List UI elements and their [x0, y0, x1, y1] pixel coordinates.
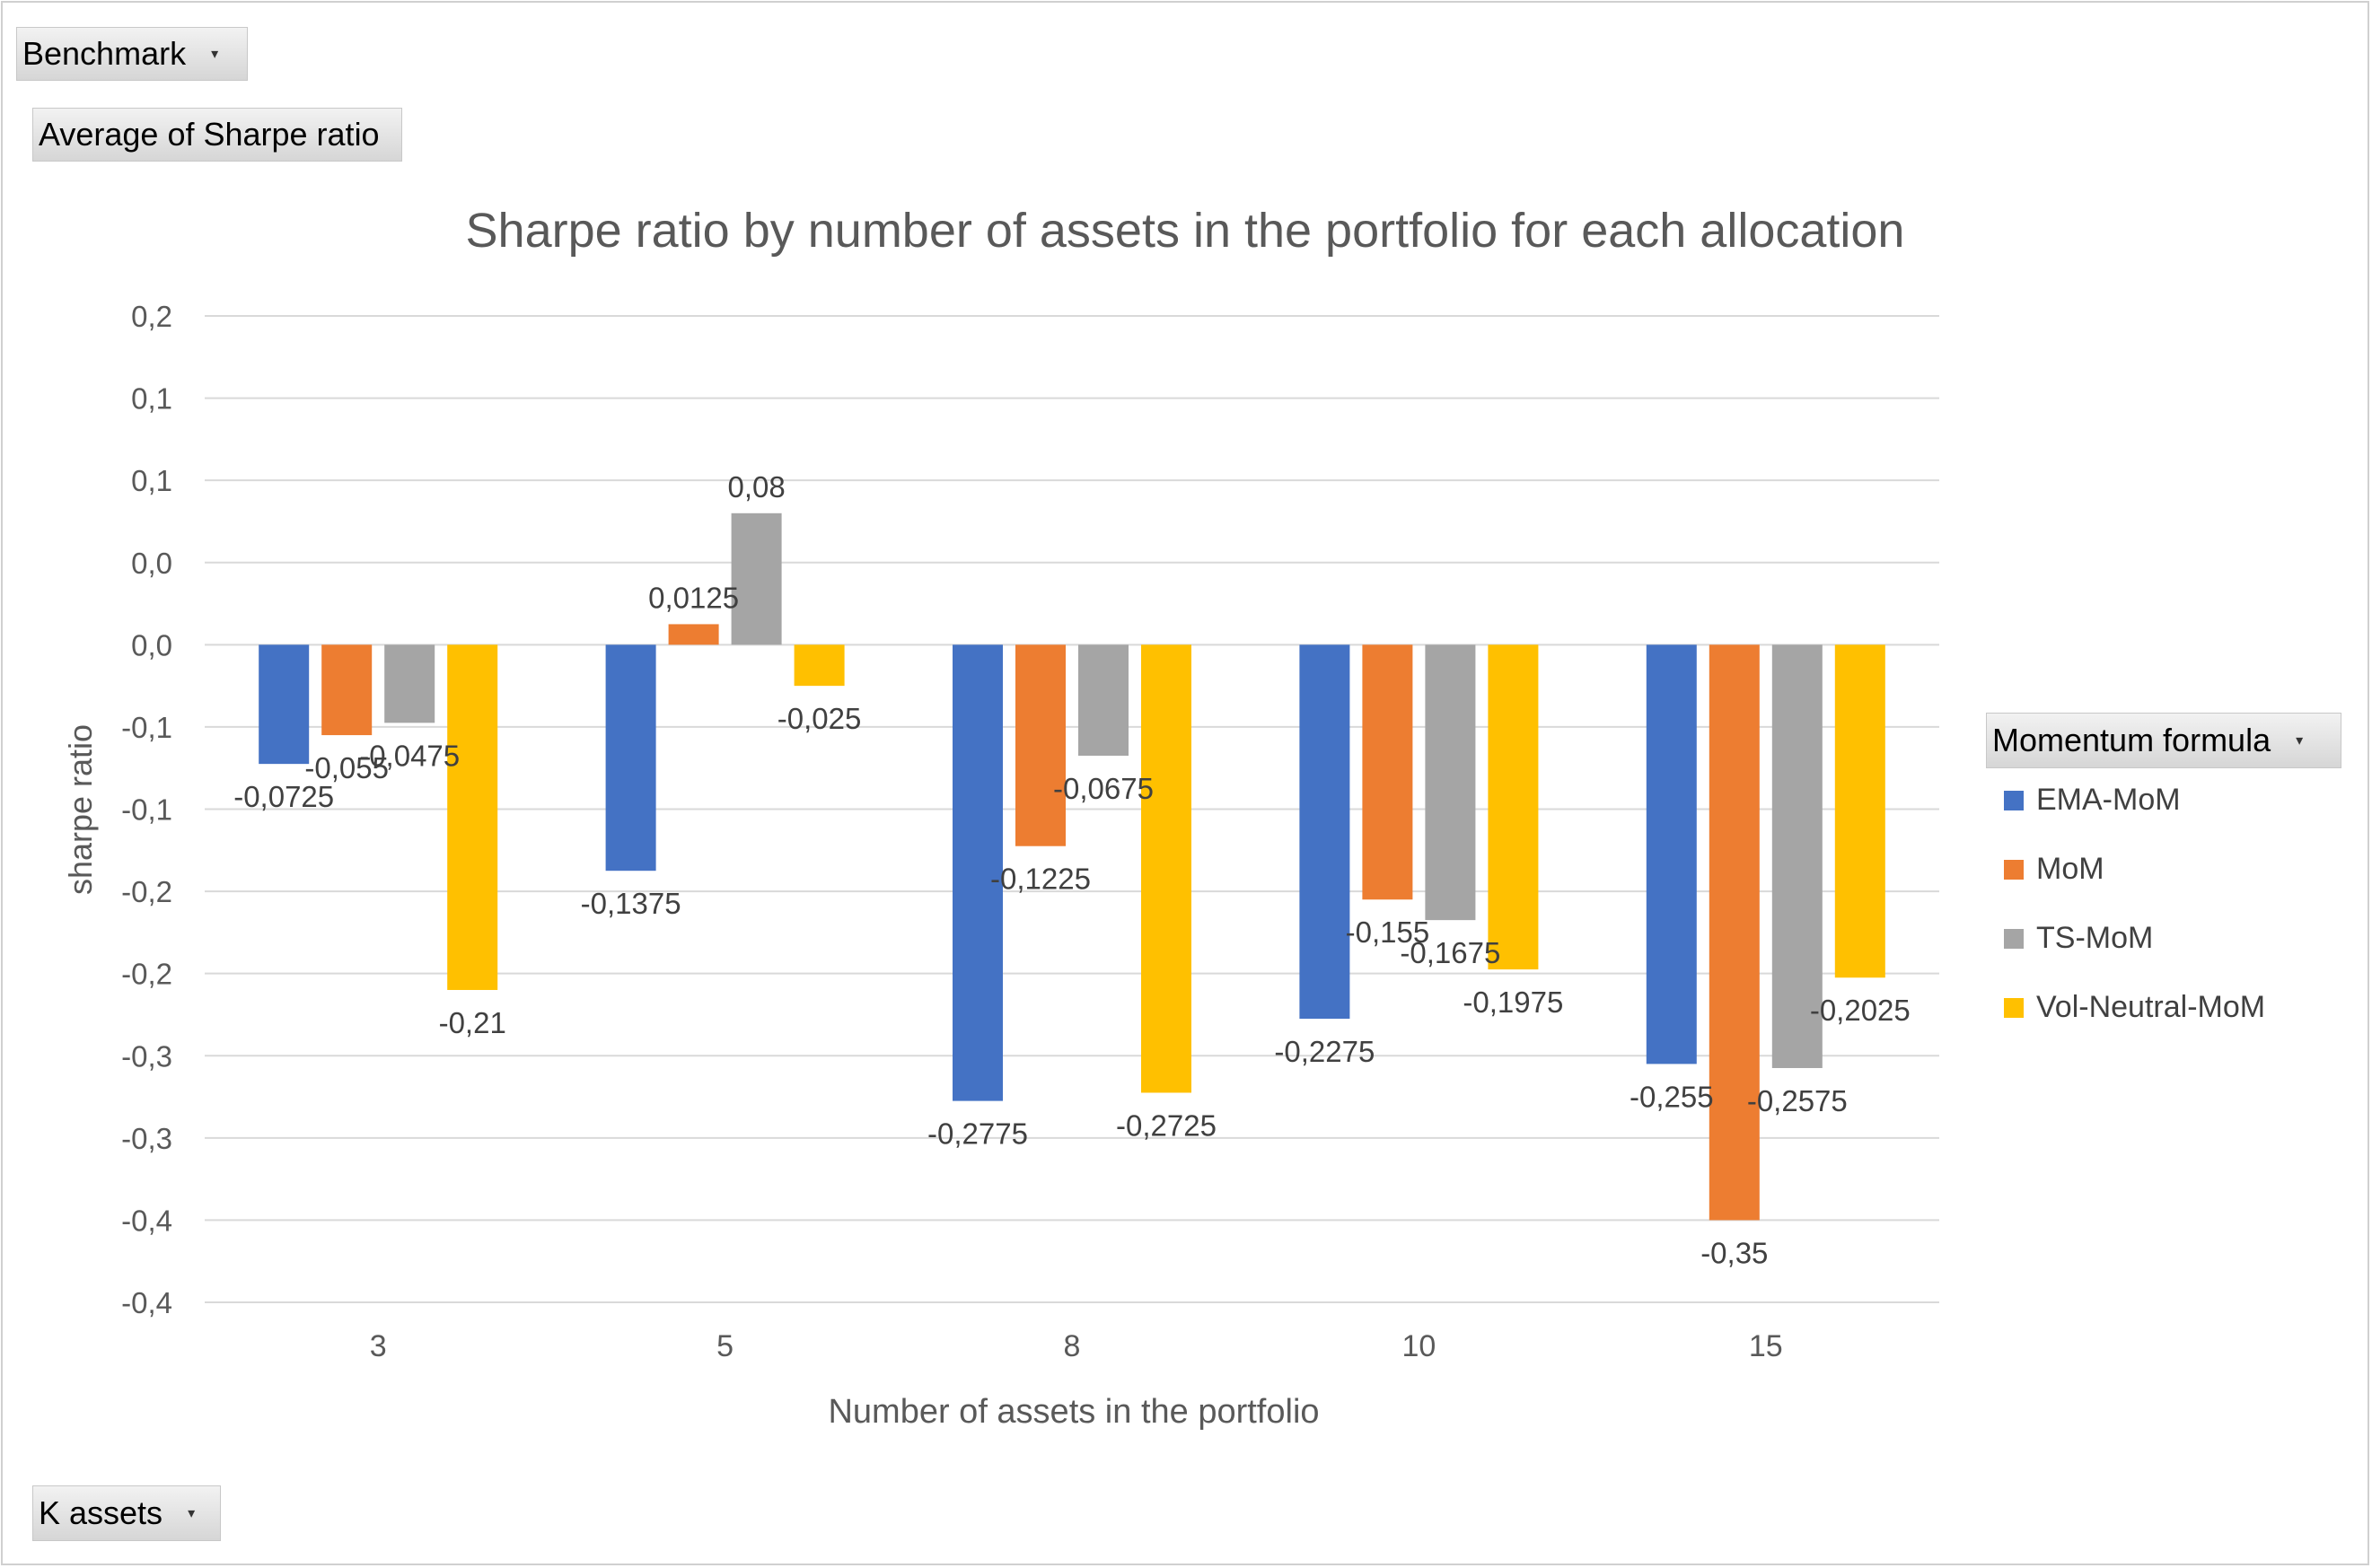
data-label: 0,0125 [648, 581, 739, 614]
legend-swatch [2004, 859, 2024, 880]
legend-field-label: Momentum formula [1992, 722, 2271, 758]
x-tick-label: 15 [1749, 1329, 1783, 1363]
legend-label: MoM [2036, 852, 2104, 886]
y-tick-label: 0,0 [131, 628, 172, 661]
y-tick-label: -0,2 [121, 875, 172, 908]
bars [259, 512, 1885, 1221]
values-field-label: Average of Sharpe ratio [39, 116, 380, 153]
data-label: -0,0725 [233, 780, 334, 813]
legend-item[interactable]: Vol-Neutral-MoM [2004, 990, 2265, 1025]
bar-mom[interactable] [668, 624, 719, 645]
bar-vol-neutral-mom[interactable] [794, 644, 845, 687]
data-label: 0,08 [727, 470, 785, 504]
data-label: -0,1675 [1400, 936, 1500, 969]
x-axis-title: Number of assets in the portfolio [828, 1393, 1319, 1431]
chevron-down-icon: ▾ [188, 1506, 196, 1521]
benchmark-filter-button[interactable]: Benchmark ▾ [16, 27, 248, 81]
bar-mom[interactable] [321, 644, 373, 736]
axis-field-label: K assets [39, 1494, 163, 1531]
legend-swatch [2004, 997, 2024, 1018]
y-tick-label: -0,2 [121, 958, 172, 991]
data-label: -0,21 [439, 1006, 506, 1039]
bar-ts-mom[interactable] [1771, 644, 1823, 1068]
legend-item[interactable]: TS-MoM [2004, 921, 2153, 956]
data-label: -0,255 [1630, 1080, 1714, 1113]
bar-mom[interactable] [1015, 644, 1066, 846]
x-tick-label: 8 [1064, 1329, 1081, 1363]
bar-vol-neutral-mom[interactable] [447, 644, 498, 990]
chart-title: Sharpe ratio by number of assets in the … [466, 204, 1905, 258]
bar-mom[interactable] [1362, 644, 1413, 900]
y-tick-label: 0,1 [131, 382, 172, 416]
bar-ema-mom[interactable] [1299, 644, 1350, 1020]
axis-field-button[interactable]: K assets ▾ [32, 1485, 221, 1541]
data-label: -0,2725 [1116, 1108, 1217, 1142]
bar-ts-mom[interactable] [731, 512, 782, 645]
legend-label: EMA-MoM [2036, 783, 2181, 817]
data-label: -0,2275 [1274, 1035, 1375, 1068]
y-axis-title: sharpe ratio [62, 724, 99, 895]
data-label: -0,2025 [1810, 994, 1911, 1027]
bar-ts-mom[interactable] [384, 644, 435, 723]
x-tick-label: 5 [716, 1329, 734, 1363]
chevron-down-icon: ▾ [211, 47, 219, 62]
bar-ts-mom[interactable] [1425, 644, 1476, 921]
data-labels: -0,0725-0,055-0,0475 -0,21 -0,1375 0,0125 0,… [233, 470, 1911, 1270]
legend-label: Vol-Neutral-MoM [2036, 990, 2266, 1024]
bar-vol-neutral-mom[interactable] [1834, 644, 1885, 978]
y-tick-label: -0,3 [121, 1122, 172, 1155]
legend-item[interactable]: EMA-MoM [2004, 783, 2181, 818]
x-axis-ticks: 3 5 8 10 15 [370, 1329, 1783, 1363]
legend-item[interactable]: MoM [2004, 852, 2104, 887]
x-tick-label: 10 [1401, 1329, 1436, 1363]
y-tick-label: -0,4 [121, 1204, 172, 1237]
y-tick-label: 0,2 [131, 300, 172, 333]
bar-ema-mom[interactable] [259, 644, 310, 765]
data-label: -0,0675 [1053, 772, 1154, 805]
y-tick-label: -0,4 [121, 1286, 172, 1319]
data-label: -0,2575 [1747, 1084, 1848, 1117]
chevron-down-icon: ▾ [2296, 733, 2304, 749]
bar-vol-neutral-mom[interactable] [1141, 644, 1191, 1093]
x-tick-label: 3 [370, 1329, 387, 1363]
y-tick-label: 0,1 [131, 464, 172, 497]
y-tick-label: -0,3 [121, 1039, 172, 1073]
y-tick-label: -0,1 [121, 793, 172, 827]
data-label: -0,35 [1700, 1236, 1768, 1269]
benchmark-filter-label: Benchmark [22, 35, 187, 72]
legend-field-button[interactable]: Momentum formula ▾ [1986, 713, 2341, 768]
y-tick-label: 0,0 [131, 547, 172, 580]
data-label: -0,055 [304, 751, 389, 784]
bar-ema-mom[interactable] [605, 644, 656, 872]
y-tick-label: -0,1 [121, 711, 172, 744]
data-label: -0,025 [777, 702, 862, 735]
legend-label: TS-MoM [2036, 921, 2154, 955]
legend-swatch [2004, 790, 2024, 810]
y-axis-ticks: 0,2 0,1 0,1 0,0 0,0 -0,1 -0,1 -0,2 -0,2 -0,3 -0,3 -… [121, 300, 172, 1319]
data-label: -0,1225 [990, 863, 1091, 896]
bar-ts-mom[interactable] [1078, 644, 1129, 756]
bar-ema-mom[interactable] [953, 644, 1003, 1101]
values-field-button[interactable]: Average of Sharpe ratio [32, 108, 402, 162]
data-label: -0,2775 [927, 1117, 1028, 1151]
data-label: -0,155 [1346, 915, 1430, 949]
bar-vol-neutral-mom[interactable] [1488, 644, 1539, 970]
data-label: -0,1375 [581, 887, 681, 920]
gridlines [205, 315, 1939, 1303]
data-label: -0,1975 [1463, 985, 1563, 1019]
bar-mom[interactable] [1709, 644, 1760, 1221]
data-label: -0,0475 [359, 739, 460, 772]
bar-ema-mom[interactable] [1646, 644, 1697, 1064]
legend-swatch [2004, 928, 2024, 949]
